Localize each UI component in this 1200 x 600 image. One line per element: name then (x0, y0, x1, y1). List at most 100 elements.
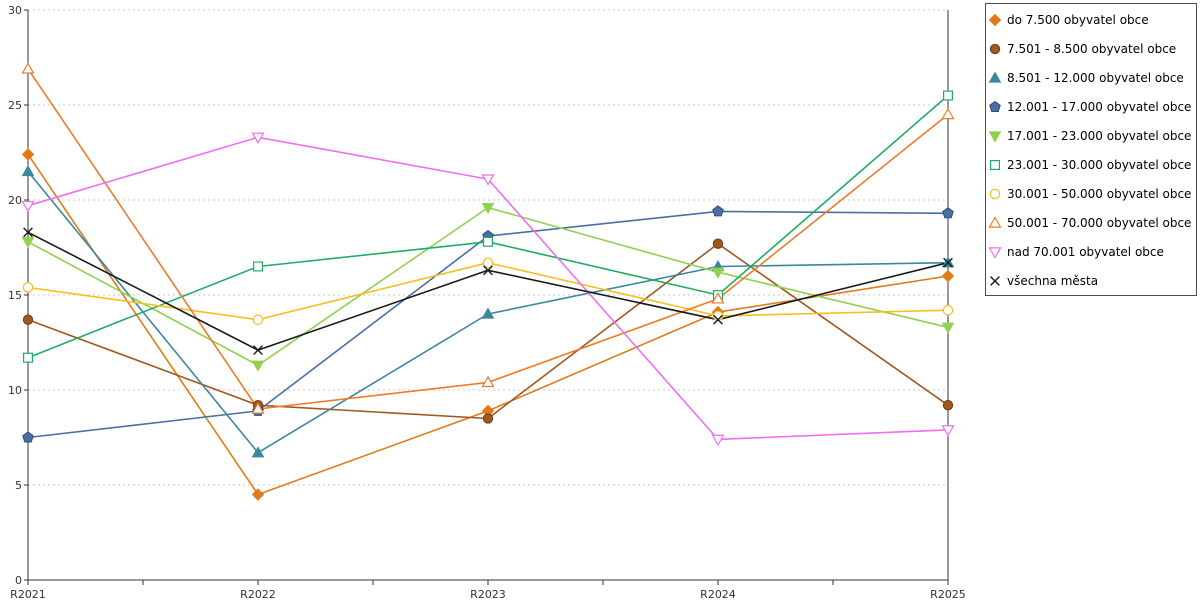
y-tick-label: 20 (8, 194, 22, 207)
data-point-8-2 (481, 174, 495, 186)
legend-item: 30.001 - 50.000 obyvatel obce (986, 184, 1196, 204)
legend-marker-shape (989, 159, 1001, 171)
x-axis-ticks: R2021 R2022 R2023 R2024 R2025 (10, 580, 966, 600)
legend-label: 50.001 - 70.000 obyvatel obce (1007, 216, 1192, 230)
y-tick-label: 15 (8, 289, 22, 302)
series-line-9 (27, 231, 949, 351)
data-point-4-1 (251, 360, 265, 372)
legend-marker-shape (988, 131, 1002, 143)
x-tick-label: R2024 (700, 588, 736, 600)
legend-marker (990, 276, 1000, 286)
x-tick-label: R2025 (930, 588, 966, 600)
legend-marker-shape (988, 71, 1002, 83)
data-point-4-0 (21, 237, 35, 249)
legend-marker (989, 159, 1001, 171)
legend-item: 50.001 - 70.000 obyvatel obce (986, 213, 1196, 233)
data-point-7-4 (941, 107, 955, 120)
legend-label: 30.001 - 50.000 obyvatel obce (1007, 187, 1192, 201)
data-point-8-4 (941, 425, 955, 437)
legend-marker (988, 216, 1002, 228)
legend-label: 7.501 - 8.500 obyvatel obce (1007, 42, 1177, 56)
x-tick-label: R2023 (470, 588, 506, 600)
data-point-1-0 (22, 314, 34, 325)
legend-marker (989, 188, 1001, 200)
data-point-8-3 (711, 434, 725, 447)
data-point-6-2 (482, 257, 494, 268)
data-point-3-3 (712, 205, 724, 217)
data-point-5-0 (23, 352, 34, 363)
data-point-1-4 (942, 400, 954, 411)
data-point-7-1 (251, 402, 265, 414)
data-point-4-3 (711, 267, 725, 279)
x-tick-label: R2021 (10, 588, 46, 600)
data-point-5-1 (253, 261, 264, 272)
legend-label: všechna města (1007, 274, 1099, 288)
data-point-3-4 (942, 207, 954, 219)
grid-lines (28, 9, 948, 486)
legend-marker-shape (989, 100, 1001, 112)
legend-marker (988, 13, 1002, 27)
data-point-4-4 (941, 322, 955, 334)
legend-marker-shape (990, 276, 1000, 286)
x-tick-label: R2022 (240, 588, 276, 600)
data-point-6-1 (252, 314, 264, 325)
series-markers (21, 62, 955, 501)
legend-item: všechna města (986, 271, 1196, 291)
y-tick-label: 10 (8, 384, 22, 397)
legend: do 7.500 obyvatel obce 7.501 - 8.500 obyv… (985, 3, 1197, 296)
legend-marker (988, 131, 1002, 143)
data-point-2-0 (21, 164, 35, 177)
data-point-0-1 (251, 488, 265, 501)
data-point-7-2 (481, 375, 495, 388)
y-tick-label: 5 (15, 479, 22, 492)
data-point-9-2 (483, 265, 493, 276)
legend-marker (988, 71, 1002, 83)
data-point-5-2 (483, 236, 494, 247)
data-point-4-2 (481, 202, 495, 215)
legend-marker-shape (988, 216, 1002, 228)
data-point-9-3 (713, 314, 723, 325)
data-point-2-2 (481, 307, 495, 319)
y-axis-ticks: 0 5 10 15 20 25 30 (8, 4, 28, 587)
data-point-5-4 (942, 90, 953, 101)
y-tick-label: 0 (15, 574, 22, 587)
legend-marker-shape (989, 188, 1001, 200)
line-chart: 0 5 10 15 20 25 30 R2021 R2022 R2023 R2024 R2025 (8, 4, 966, 600)
data-point-1-2 (482, 413, 494, 424)
series-lines (27, 68, 949, 496)
y-tick-label: 25 (8, 99, 22, 112)
data-point-7-3 (711, 292, 725, 304)
legend-marker-shape (989, 43, 1001, 55)
legend-label: 23.001 - 30.000 obyvatel obce (1007, 158, 1192, 172)
legend-item: 8.501 - 12.000 obyvatel obce (986, 68, 1196, 88)
data-point-9-0 (23, 227, 33, 238)
legend-label: 8.501 - 12.000 obyvatel obce (1007, 71, 1184, 85)
legend-label: 12.001 - 17.000 obyvatel obce (1007, 100, 1192, 114)
data-point-8-0 (21, 200, 35, 213)
legend-item: 12.001 - 17.000 obyvatel obce (986, 97, 1196, 117)
legend-label: do 7.500 obyvatel obce (1007, 13, 1149, 27)
data-point-6-4 (942, 304, 954, 316)
data-point-6-0 (22, 282, 34, 293)
data-point-9-4 (943, 257, 953, 268)
legend-marker-shape (988, 13, 1002, 27)
data-point-9-1 (253, 345, 263, 355)
data-point-0-4 (941, 269, 955, 283)
legend-item: 17.001 - 23.000 obyvatel obce (986, 126, 1196, 146)
y-tick-label: 30 (8, 4, 22, 17)
data-point-0-0 (21, 148, 35, 161)
legend-marker (988, 247, 1002, 259)
data-point-3-0 (22, 431, 34, 443)
legend-label: 17.001 - 23.000 obyvatel obce (1007, 129, 1192, 143)
data-point-2-1 (251, 446, 265, 458)
data-point-7-0 (21, 62, 35, 74)
legend-marker (989, 100, 1001, 112)
legend-item: do 7.500 obyvatel obce (986, 10, 1196, 30)
data-point-8-1 (251, 132, 265, 145)
legend-label: nad 70.001 obyvatel obce (1007, 245, 1164, 259)
legend-item: 7.501 - 8.500 obyvatel obce (986, 39, 1196, 59)
legend-item: nad 70.001 obyvatel obce (986, 242, 1196, 262)
legend-marker (989, 43, 1001, 55)
data-point-1-3 (712, 238, 724, 249)
legend-marker-shape (988, 247, 1002, 259)
